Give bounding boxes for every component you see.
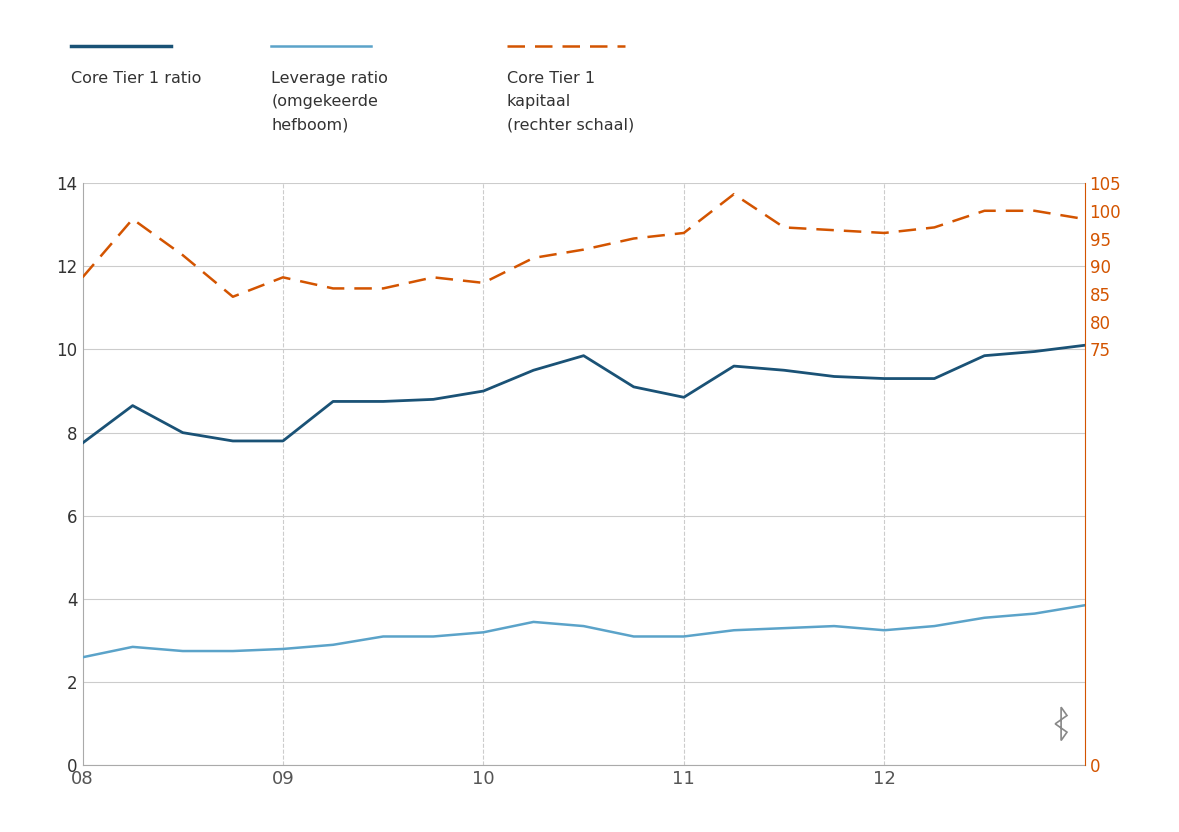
Text: (rechter schaal): (rechter schaal) xyxy=(507,117,634,132)
Text: Core Tier 1 ratio: Core Tier 1 ratio xyxy=(71,71,202,86)
Text: Core Tier 1: Core Tier 1 xyxy=(507,71,595,86)
Text: (omgekeerde: (omgekeerde xyxy=(271,94,378,109)
Text: Leverage ratio: Leverage ratio xyxy=(271,71,388,86)
Text: hefboom): hefboom) xyxy=(271,117,349,132)
Text: kapitaal: kapitaal xyxy=(507,94,571,109)
